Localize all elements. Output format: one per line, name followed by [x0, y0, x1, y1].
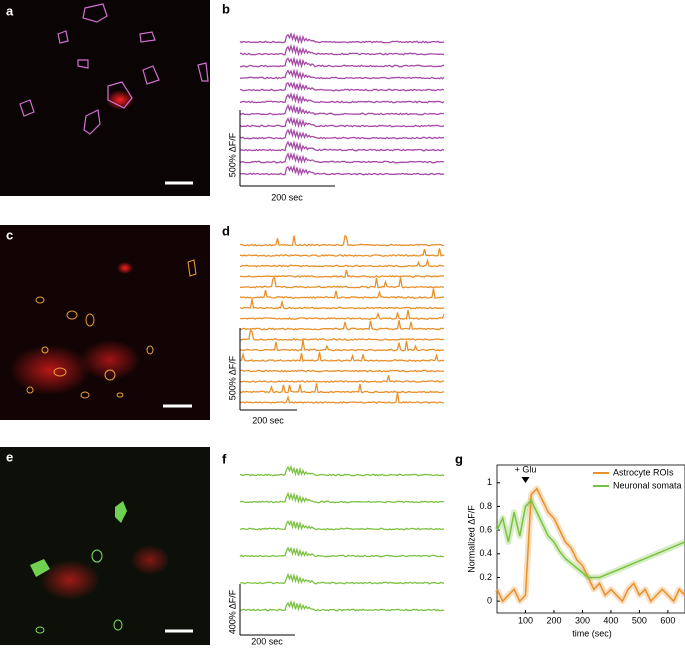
y-tick-label: 0.2: [479, 572, 492, 582]
trace: [239, 375, 445, 384]
y-axis-label: Normalized ΔF/F: [466, 505, 476, 573]
y-tick-label: 0.8: [479, 501, 492, 511]
trace: [239, 258, 445, 268]
trace: [239, 320, 444, 331]
trace: [239, 92, 445, 105]
series-line: [496, 487, 685, 603]
trace: [239, 464, 445, 477]
panel-label: c: [6, 227, 13, 242]
trace: [239, 140, 445, 153]
trace: [240, 599, 445, 612]
trace: [239, 31, 445, 45]
trace: [240, 275, 444, 289]
scale-label: 200 sec: [252, 415, 284, 425]
panel-label: f: [222, 451, 227, 466]
scale-bars: [239, 110, 335, 636]
panel-label: e: [6, 449, 13, 464]
trace: [239, 234, 445, 247]
cell: [130, 545, 170, 575]
cell: [80, 340, 140, 380]
trace: [239, 392, 445, 405]
x-tick-label: 300: [575, 615, 590, 625]
trace: [239, 127, 445, 141]
panel-label: a: [6, 3, 14, 18]
y-tick-label: 0.6: [479, 524, 492, 534]
panel-label: b: [222, 1, 230, 16]
series-line: [496, 499, 685, 579]
x-tick-label: 400: [603, 615, 618, 625]
x-axis-label: time (sec): [572, 628, 612, 638]
annotation-marker: [521, 477, 530, 483]
trace: [239, 116, 445, 129]
roi-outlines: [35, 549, 123, 634]
trace: [239, 339, 445, 352]
cell: [10, 345, 90, 395]
x-tick-label: 100: [518, 615, 533, 625]
legend-label: Astrocyte ROIs: [613, 467, 674, 477]
trace: [239, 298, 445, 310]
trace: [239, 56, 445, 69]
x-tick-label: 500: [632, 615, 647, 625]
scale-label: 400% ΔF/F: [227, 589, 237, 634]
trace: [239, 43, 445, 57]
trace: [239, 491, 445, 504]
scale-label: 500% ΔF/F: [227, 355, 237, 400]
plot-area: [496, 464, 685, 614]
legend-label: Neuronal somata: [613, 480, 682, 490]
cell: [40, 560, 100, 600]
trace: [240, 288, 445, 300]
trace: [239, 103, 445, 116]
scale-label: 500% ΔF/F: [227, 132, 237, 177]
roi-outlines: [26, 259, 197, 399]
y-tick-label: 0: [487, 596, 492, 606]
trace: [239, 519, 445, 532]
annotation: + Glu: [515, 464, 537, 474]
trace: [239, 546, 445, 558]
trace: [239, 68, 445, 81]
panel-label: d: [222, 223, 230, 238]
cell: [117, 262, 133, 274]
trace: [239, 309, 445, 320]
image-a: [0, 0, 210, 196]
roi-outlines: [19, 3, 209, 135]
panel-label: g: [455, 451, 463, 466]
trace: [240, 572, 445, 585]
trace: [239, 248, 445, 257]
trace: [239, 151, 445, 165]
trace: [239, 81, 445, 92]
trace: [239, 328, 445, 342]
y-tick-label: 1: [487, 477, 492, 487]
traces: [239, 31, 445, 612]
trace: [239, 369, 445, 373]
scale-label: 200 sec: [271, 192, 303, 202]
x-tick-label: 200: [546, 615, 561, 625]
trace: [239, 164, 445, 177]
neuron-fills: [30, 501, 127, 577]
scale-label: 200 sec: [251, 636, 283, 646]
trace: [239, 383, 445, 394]
trace: [239, 352, 445, 362]
y-tick-label: 0.4: [479, 548, 492, 558]
x-tick-label: 600: [660, 615, 675, 625]
trace: [239, 269, 445, 279]
image-e: [0, 447, 210, 645]
